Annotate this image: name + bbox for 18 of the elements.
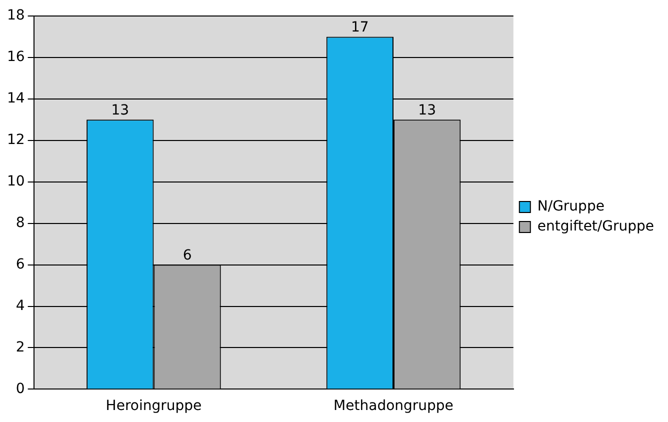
y-tick-label: 6: [16, 256, 25, 272]
data-label: 6: [182, 247, 192, 264]
y-tick-label: 18: [6, 8, 25, 24]
data-label: 17: [351, 19, 369, 36]
y-tick-label: 12: [6, 132, 25, 148]
x-tick-label: Heroingruppe: [106, 398, 202, 414]
y-tick-label: 0: [16, 380, 25, 397]
y-tick-label: 10: [6, 174, 25, 190]
y-tick-label: 4: [16, 298, 25, 314]
y-tick-label: 14: [6, 90, 25, 107]
y-tick-label: 16: [6, 49, 25, 66]
y-tick-label: 8: [16, 214, 25, 231]
data-label: 13: [418, 102, 436, 118]
data-label: 13: [111, 102, 130, 118]
legend-label: N/Gruppe: [537, 198, 604, 215]
y-tick-label: 2: [16, 339, 25, 356]
legend-label: entgiftet/Gruppe: [537, 218, 654, 235]
x-tick-label: Methadongruppe: [334, 398, 454, 414]
